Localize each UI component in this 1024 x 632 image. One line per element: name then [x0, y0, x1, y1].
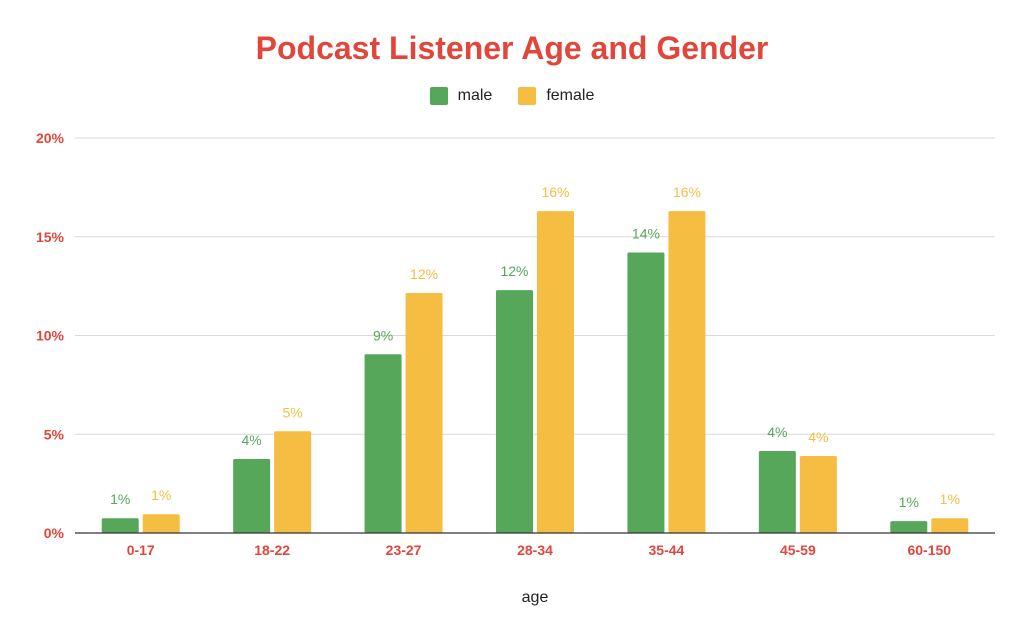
- bar-male: [233, 458, 271, 533]
- y-tick-label: 10%: [36, 328, 65, 344]
- legend-label-female: female: [546, 87, 595, 104]
- x-tick-label: 28-34: [517, 542, 553, 558]
- bar-female: [142, 514, 180, 533]
- bar-male: [758, 451, 796, 533]
- data-label-female: 16%: [541, 184, 569, 200]
- legend-swatch-male: [429, 87, 448, 105]
- bar-female: [668, 211, 706, 533]
- x-tick-label: 35-44: [649, 542, 685, 558]
- y-tick-label: 15%: [36, 229, 65, 245]
- legend-swatch-female: [518, 87, 537, 105]
- data-label-female: 16%: [673, 184, 701, 200]
- bar-male: [496, 290, 533, 533]
- legend-label-male: male: [457, 87, 493, 104]
- data-label-male: 1%: [110, 491, 130, 507]
- bar-female: [931, 518, 969, 533]
- data-label-female: 1%: [151, 487, 171, 503]
- data-label-female: 5%: [283, 404, 303, 420]
- data-label-female: 12%: [410, 266, 438, 282]
- data-label-male: 12%: [500, 263, 528, 279]
- bar-female: [274, 431, 312, 533]
- chart-title: Podcast Listener Age and Gender: [255, 30, 769, 66]
- y-tick-label: 20%: [36, 130, 65, 146]
- bar-male: [627, 252, 665, 534]
- x-tick-label: 23-27: [386, 542, 422, 558]
- bar-female: [799, 455, 837, 533]
- data-label-male: 9%: [373, 327, 393, 343]
- x-tick-label: 60-150: [907, 542, 951, 558]
- x-axis-label: age: [521, 589, 549, 606]
- y-tick-label: 5%: [44, 426, 65, 442]
- y-tick-label: 0%: [44, 525, 65, 541]
- data-label-male: 1%: [899, 494, 919, 510]
- data-label-female: 1%: [940, 491, 960, 507]
- bar-male: [101, 518, 139, 533]
- x-tick-label: 45-59: [780, 542, 816, 558]
- bar-male: [364, 354, 402, 533]
- data-label-female: 4%: [808, 429, 828, 445]
- legend: male female: [0, 87, 1024, 105]
- bar-male: [890, 521, 928, 533]
- x-tick-label: 0-17: [127, 542, 155, 558]
- bar-female: [537, 211, 574, 533]
- data-label-male: 4%: [767, 424, 787, 440]
- x-tick-label: 18-22: [254, 542, 290, 558]
- legend-item-female: female: [518, 87, 594, 105]
- data-label-male: 14%: [632, 226, 660, 242]
- data-label-male: 4%: [242, 432, 262, 448]
- legend-item-male: male: [429, 87, 493, 105]
- bar-female: [405, 293, 443, 533]
